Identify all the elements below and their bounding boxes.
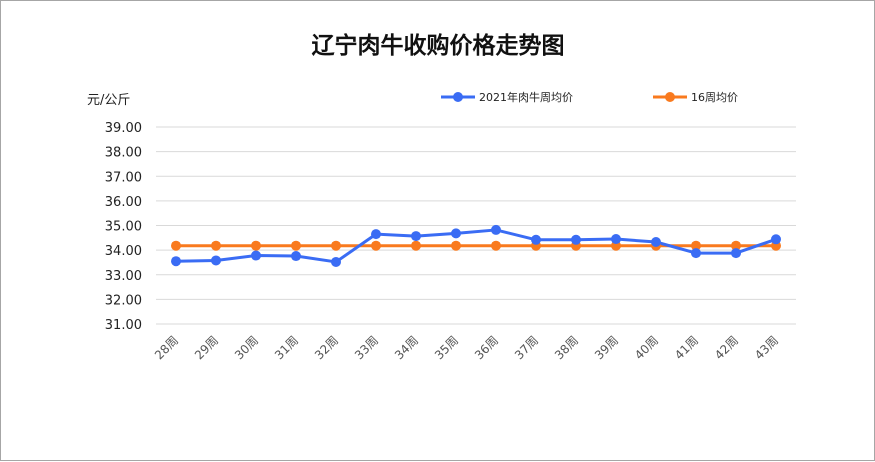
series-point-1 [331,240,341,251]
x-tick-label: 42周 [712,333,741,362]
x-tick-label: 29周 [192,333,221,362]
series-point-1 [691,240,701,251]
series-point-1 [291,240,301,251]
series-point-0 [211,255,221,266]
x-tick-label: 35周 [432,333,461,362]
legend-label-0: 2021年肉牛周均价 [479,90,573,104]
x-tick-label: 38周 [552,333,581,362]
legend-label-1: 16周均价 [691,91,738,104]
series-point-1 [491,240,501,251]
x-tick-label: 30周 [232,333,261,362]
series-point-1 [211,240,221,251]
series-point-0 [691,248,701,259]
x-tick-label: 31周 [272,333,301,362]
x-tick-label: 43周 [752,333,781,362]
y-tick-label: 35.00 [105,220,142,235]
x-tick-label: 41周 [672,333,701,362]
series-point-0 [531,234,541,245]
y-tick-label: 39.00 [105,121,142,136]
series-point-1 [371,240,381,251]
x-tick-label: 36周 [472,333,501,362]
legend-marker-1 [665,92,675,102]
series-point-0 [251,250,261,261]
series-point-1 [251,240,261,251]
series-point-0 [611,234,621,245]
series-points [171,224,781,267]
chart-title: 辽宁肉牛收购价格走势图 [312,32,565,59]
series-line-0 [174,228,778,264]
y-tick-labels: 31.00 32.00 33.00 34.00 35.00 36.00 37.00 38.00… [105,121,142,333]
x-tick-label: 32周 [312,333,341,362]
legend: 2021年肉牛周均价 16周均价 [441,90,738,104]
series-point-0 [771,234,781,245]
series-point-1 [171,240,181,251]
series-point-0 [731,248,741,259]
series-point-1 [451,240,461,251]
x-tick-label: 40周 [632,333,661,362]
series-point-0 [291,251,301,262]
y-axis-label: 元/公斤 [87,93,130,108]
series-point-0 [651,236,661,247]
grid-lines [156,126,796,325]
series-point-0 [571,234,581,245]
x-tick-labels: 28周 29周 30周 31周 32周 33周 34周 35周 36周 37周 38周 39周 40周 4… [152,333,781,362]
y-tick-label: 31.00 [105,318,142,333]
series-point-0 [371,229,381,240]
y-tick-label: 32.00 [105,293,142,308]
y-tick-label: 37.00 [105,170,142,185]
y-tick-label: 33.00 [105,269,142,284]
x-tick-label: 39周 [592,333,621,362]
y-tick-label: 34.00 [105,244,142,259]
y-tick-label: 38.00 [105,146,142,161]
series-point-0 [451,228,461,239]
x-tick-label: 28周 [152,333,181,362]
series-point-1 [411,240,421,251]
x-tick-label: 33周 [352,333,381,362]
y-tick-label: 36.00 [105,195,142,210]
series-point-0 [411,231,421,242]
series-point-0 [171,256,181,267]
series-point-0 [491,224,501,235]
series-lines [174,228,778,264]
legend-marker-0 [453,92,463,102]
x-tick-label: 37周 [512,333,541,362]
series-point-1 [731,240,741,251]
series-point-0 [331,256,341,267]
x-tick-label: 34周 [392,333,421,362]
